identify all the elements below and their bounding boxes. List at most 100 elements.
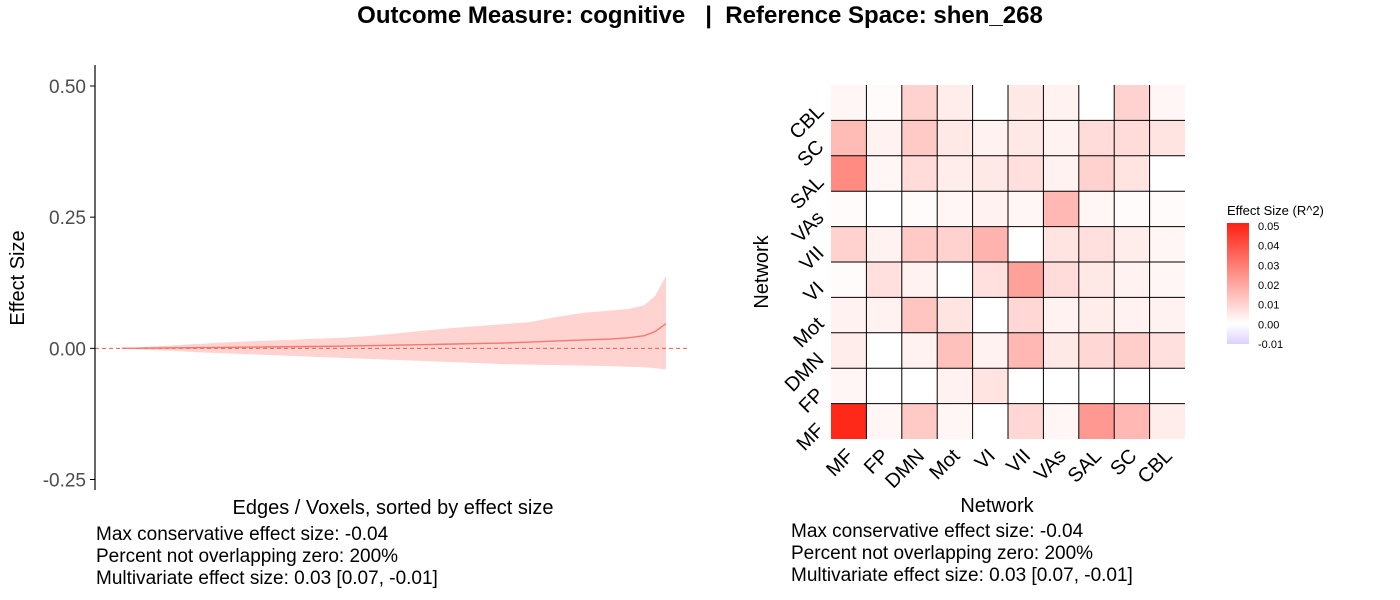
heatmap-cell	[937, 191, 973, 227]
heatmap-cell	[901, 120, 938, 156]
heatmap-cell	[1078, 262, 1115, 298]
heatmap-cell	[937, 403, 973, 439]
heatmap-cell	[1149, 262, 1185, 298]
heatmap-cell	[1008, 191, 1044, 227]
x-axis-label: Edges / Voxels, sorted by effect size	[233, 497, 554, 519]
heatmap-cell	[831, 155, 867, 192]
heatmap-x-tick-label: MF	[822, 445, 858, 481]
heatmap-cell	[866, 403, 902, 439]
heatmap-cell	[866, 297, 902, 333]
legend-tick-label: 0.05	[1258, 221, 1279, 233]
heatmap-cell	[1008, 368, 1044, 404]
heatmap-cell	[937, 368, 973, 404]
heatmap-cell	[831, 120, 867, 156]
heatmap-y-tick-label: MF	[793, 419, 829, 455]
heatmap-cell	[831, 85, 867, 121]
heatmap-y-tick-label: DMN	[781, 348, 829, 396]
heatmap-cell	[1008, 332, 1044, 369]
heatmap-cell	[972, 332, 1008, 369]
heatmap-cell	[937, 297, 973, 333]
heatmap-cell	[1114, 191, 1150, 227]
effect-size-line	[121, 323, 667, 350]
heatmap-cell	[972, 85, 1008, 121]
heatmap-cell	[866, 262, 902, 298]
color-legend: Effect Size (R^2) 0.05 0.04 0.03 0.02 0.01 0.…	[1227, 203, 1324, 351]
effect-size-line-chart: -0.25 0.00 0.25 0.50 Effect Size Edges / Vo…	[7, 65, 690, 519]
heatmap-cell	[1078, 297, 1115, 333]
heatmap-cell	[1008, 297, 1044, 333]
heatmap-y-axis-label: Network	[751, 234, 773, 308]
stats-left: Max conservative effect size: -0.04 Perc…	[96, 524, 438, 590]
heatmap-cell	[1043, 297, 1079, 333]
heatmap-cell	[901, 191, 938, 227]
heatmap-cell	[1149, 368, 1185, 404]
heatmap-cell	[972, 262, 1008, 298]
heatmap-cell	[1114, 368, 1150, 404]
confidence-ribbon	[122, 275, 666, 370]
heatmap-x-tick-label: VI	[971, 445, 1000, 474]
heatmap-cell	[937, 226, 973, 262]
heatmap-cell	[1043, 368, 1079, 404]
heatmap-cell	[1114, 226, 1150, 262]
heatmap-cell	[972, 297, 1008, 333]
heatmap-cell	[1078, 120, 1115, 156]
heatmap-cell	[831, 368, 867, 404]
heatmap-cell	[866, 191, 902, 227]
heatmap-cell	[937, 262, 973, 298]
heatmap-cell	[1078, 155, 1115, 192]
heatmap-cell	[1078, 191, 1115, 227]
heatmap-cell	[1078, 226, 1115, 262]
heatmap-x-tick-label: DMN	[881, 445, 929, 493]
heatmap-cell	[1114, 332, 1150, 369]
heatmap-cell	[1043, 85, 1079, 121]
legend-color-bar	[1227, 223, 1249, 344]
y-tick-label: 0.50	[49, 77, 86, 98]
heatmap-cell	[1008, 403, 1044, 439]
heatmap-cell	[1149, 191, 1185, 227]
heatmap-cell	[1078, 403, 1115, 439]
legend-title: Effect Size (R^2)	[1227, 203, 1324, 218]
heatmap-cell	[901, 155, 938, 192]
heatmap-cell	[1043, 262, 1079, 298]
stats-left-line3: Multivariate effect size: 0.03 [0.07, -0…	[96, 568, 438, 589]
heatmap-cell	[1149, 332, 1185, 369]
heatmap-cell	[1114, 120, 1150, 156]
heatmap-cell	[866, 155, 902, 192]
heatmap-cell	[1114, 403, 1150, 439]
heatmap-cell	[1149, 297, 1185, 333]
legend-tick-label: -0.01	[1258, 339, 1283, 351]
heatmap-cell	[937, 332, 973, 369]
y-tick-label: 0.00	[49, 339, 86, 360]
legend-tick-label: 0.02	[1258, 280, 1279, 292]
heatmap-cell	[901, 403, 938, 439]
heatmap-cell	[901, 368, 938, 404]
heatmap-cell	[1078, 332, 1115, 369]
legend-tick-label: 0.00	[1258, 319, 1279, 331]
y-tick-label: 0.25	[49, 208, 86, 229]
y-tick-label: -0.25	[43, 471, 86, 492]
heatmap-cell	[866, 85, 902, 121]
heatmap-cell	[866, 120, 902, 156]
heatmap-x-axis-label: Network	[960, 495, 1034, 517]
heatmap-cell	[972, 368, 1008, 404]
heatmap-cell	[1078, 85, 1115, 121]
heatmap-cell	[972, 155, 1008, 192]
heatmap-cell	[937, 155, 973, 192]
legend-tick-label: 0.01	[1258, 300, 1279, 312]
heatmap-cell	[1043, 120, 1079, 156]
heatmap-cell	[972, 226, 1008, 262]
heatmap-cell	[831, 297, 867, 333]
stats-left-line2: Percent not overlapping zero: 200%	[96, 546, 399, 567]
heatmap-cell	[1008, 226, 1044, 262]
heatmap-cell	[1043, 403, 1079, 439]
heatmap-x-tick-label: Mot	[925, 445, 964, 484]
stats-right-line2: Percent not overlapping zero: 200%	[791, 543, 1094, 564]
heatmap-cell	[901, 226, 938, 262]
heatmap-cell	[901, 297, 938, 333]
heatmap-cell	[1078, 368, 1115, 404]
heatmap-cell	[1149, 403, 1185, 439]
heatmap-y-tick-label: VII	[796, 242, 829, 275]
heatmap-cell	[831, 332, 867, 369]
heatmap-cell	[972, 403, 1008, 439]
